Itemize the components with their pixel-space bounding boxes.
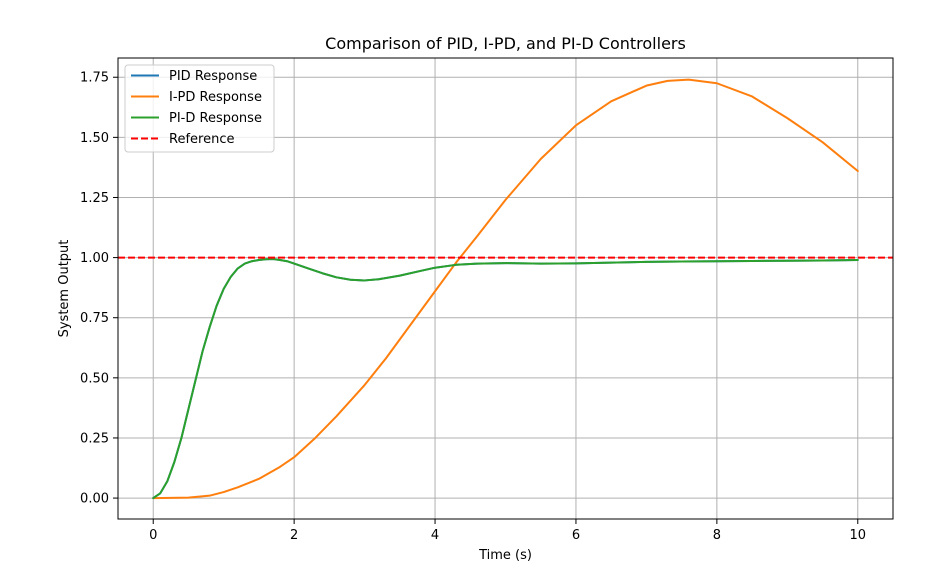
y-axis-label: System Output [57,240,72,338]
legend: PID Response I-PD Response PI-D Response Re… [124,64,275,153]
y-tick-label: 1.75 [80,71,109,86]
plot-area-frame [117,57,894,520]
x-tick-label: 4 [431,528,439,543]
axis-ticks: 0 2 4 6 8 10 0.00 0.25 0.50 0.75 1.00 1.25 1.50 1.75 [80,71,866,543]
x-tick-label: 10 [849,528,866,543]
legend-box [124,64,275,153]
y-tick-label: 1.00 [80,251,109,266]
x-axis-label: Time (s) [478,548,532,563]
y-tick-label: 0.75 [80,311,109,326]
x-tick-label: 2 [290,528,298,543]
y-tick-label: 1.50 [80,131,109,146]
x-tick-label: 0 [149,528,157,543]
y-tick-label: 1.25 [80,191,109,206]
x-tick-label: 6 [572,528,580,543]
legend-label: PID Response [169,69,257,84]
legend-label: Reference [169,132,234,147]
chart-title: Comparison of PID, I-PD, and PI-D Contro… [325,34,686,53]
x-tick-label: 8 [713,528,721,543]
legend-label: PI-D Response [169,111,262,126]
legend-label: I-PD Response [169,90,262,105]
y-tick-label: 0.25 [80,431,109,446]
series-line-pi-d-response [152,258,859,500]
y-tick-label: 0.50 [80,371,109,386]
series-layer [118,78,893,500]
y-tick-label: 0.00 [80,492,109,507]
series-line-i-pd-response [152,78,859,500]
